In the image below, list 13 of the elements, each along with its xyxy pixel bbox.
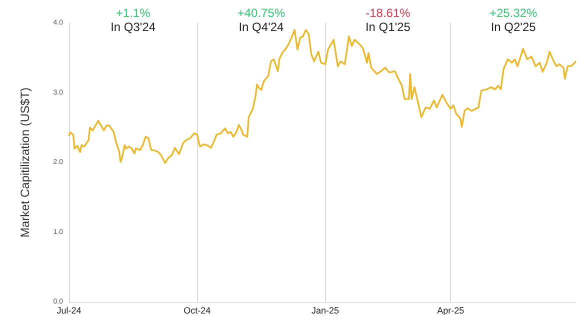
annotation: In Q2'25 xyxy=(490,20,536,34)
annotation: In Q1'25 xyxy=(365,20,411,34)
x-tick-label: Apr-25 xyxy=(437,306,464,316)
text: -18.61% xyxy=(366,6,411,20)
x-tick-label: Oct-24 xyxy=(184,306,211,316)
text: +1.1% xyxy=(116,6,151,20)
annotation: In Q4'24 xyxy=(238,20,284,34)
x-tick-label: Jan-25 xyxy=(312,306,340,316)
annotation: In Q3'24 xyxy=(110,20,156,34)
y-axis-title: Market Capitilization (US$T) xyxy=(18,87,32,238)
text: +40.75% xyxy=(237,6,286,20)
text: +25.32% xyxy=(489,6,538,20)
x-tick-label: Jul-24 xyxy=(56,306,82,316)
